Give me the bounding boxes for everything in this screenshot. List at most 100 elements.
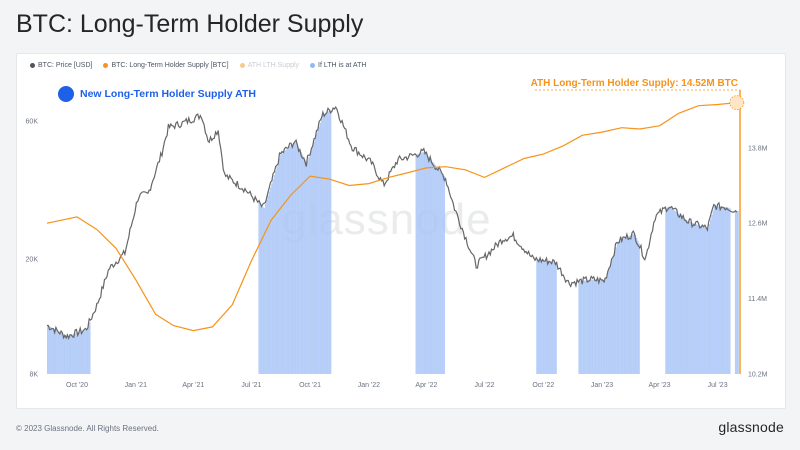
ath-bar: [309, 153, 311, 374]
ath-bar: [607, 271, 610, 374]
legend-label: BTC: Price [USD]: [38, 61, 93, 69]
ath-bar: [610, 263, 612, 374]
ath-bar: [542, 260, 545, 374]
legend-item-ath-supply[interactable]: ATH LTH Supply: [239, 62, 299, 69]
ath-bar: [619, 240, 621, 374]
ath-bar: [597, 280, 599, 374]
ath-bar: [59, 332, 62, 374]
legend-label: BTC: Long-Term Holder Supply [BTC]: [111, 61, 229, 69]
ath-bar: [708, 224, 711, 374]
ath-bar: [428, 157, 430, 374]
ath-bar: [268, 191, 271, 374]
ath-bar: [298, 147, 300, 374]
ath-bar: [679, 214, 681, 374]
ath-bar: [722, 206, 725, 374]
ath-bar: [666, 207, 668, 374]
ath-bar: [589, 279, 592, 374]
ath-bar: [282, 152, 285, 374]
ath-bar: [306, 161, 309, 374]
ath-bar: [416, 153, 419, 374]
ath-annotation: ATH Long-Term Holder Supply: 14.52M BTC: [530, 78, 738, 89]
legend-item-ath-flag[interactable]: If LTH is at ATH: [310, 62, 366, 69]
x-tick-label: Jan '23: [591, 382, 613, 389]
ath-bar: [587, 280, 589, 374]
ath-bar: [537, 259, 539, 374]
ath-bar: [75, 333, 77, 374]
ath-bar: [283, 151, 286, 374]
legend-item-price[interactable]: BTC: Price [USD]: [30, 62, 92, 69]
ath-bar: [260, 205, 263, 374]
ath-bar: [667, 206, 670, 374]
ath-bar: [734, 210, 737, 374]
x-tick-label: Jul '22: [474, 382, 494, 389]
ath-bar: [430, 160, 433, 374]
ath-bar: [675, 211, 677, 374]
ath-bar: [709, 219, 712, 374]
ath-bar: [85, 329, 87, 374]
glassnode-logo: glassnode: [718, 419, 784, 435]
ath-bar: [419, 153, 421, 374]
ath-bar: [665, 208, 667, 374]
ath-bar: [415, 154, 417, 374]
ath-bar: [583, 280, 585, 374]
ath-bar: [713, 206, 716, 374]
ath-bar: [704, 227, 707, 374]
ath-bar: [632, 234, 634, 374]
ath-bar: [437, 168, 439, 374]
ath-bar: [441, 172, 443, 374]
ath-bar: [582, 280, 584, 374]
series-lines-layer: [46, 102, 738, 341]
ath-bar: [287, 147, 290, 374]
ath-bar: [718, 206, 721, 374]
ath-bar: [266, 199, 268, 374]
ath-bar: [424, 152, 426, 374]
y-left-tick-label: 8K: [29, 372, 38, 379]
ath-bar: [588, 279, 591, 374]
ath-bar: [61, 333, 63, 374]
ath-bar: [264, 203, 267, 374]
ath-bar: [271, 183, 273, 374]
ath-bar: [435, 166, 438, 374]
ath-bar: [711, 215, 713, 374]
ath-bar: [727, 207, 730, 374]
page-title: BTC: Long-Term Holder Supply: [16, 10, 364, 38]
ath-bar: [715, 206, 717, 374]
y-left-tick-label: 60K: [26, 119, 39, 126]
ath-bar: [324, 113, 327, 374]
ath-bar: [736, 210, 738, 374]
ath-bar: [699, 225, 702, 374]
ath-badge: New Long-Term Holder Supply ATH: [58, 86, 256, 102]
ath-bar: [278, 158, 281, 374]
ath-bar: [290, 145, 292, 374]
ath-bar: [598, 280, 601, 374]
ath-bar: [80, 331, 82, 374]
ath-bar: [301, 154, 304, 374]
ath-bar: [55, 330, 58, 374]
ath-bar: [601, 280, 603, 374]
ath-bar: [614, 251, 616, 374]
y-right-tick-label: 10.2M: [748, 372, 768, 379]
ath-bar: [725, 207, 727, 374]
ath-bar: [694, 223, 697, 374]
ath-bar: [272, 179, 274, 374]
ath-bar: [702, 226, 704, 374]
ath-bar: [637, 240, 639, 374]
x-tick-label: Apr '21: [182, 382, 204, 389]
ath-bar: [64, 335, 67, 374]
ath-bar: [54, 329, 57, 374]
ath-bar: [671, 208, 674, 374]
legend-item-supply[interactable]: BTC: Long-Term Holder Supply [BTC]: [103, 61, 229, 69]
ath-bar: [672, 209, 675, 374]
ath-bar: [591, 279, 593, 374]
ath-bar: [554, 261, 556, 374]
ath-bar: [76, 332, 78, 374]
ath-bar: [676, 212, 679, 374]
footer-copyright: © 2023 Glassnode. All Rights Reserved.: [16, 424, 159, 433]
ath-bar: [328, 110, 331, 375]
ath-bar: [269, 187, 272, 374]
ath-bar: [84, 330, 86, 374]
axis-ticks-layer: Oct '20 Jan '21 Apr '21 Jul '21 Oct '21 Jan '…: [26, 119, 768, 389]
ath-bar: [578, 281, 580, 374]
ath-bar: [609, 267, 611, 374]
ath-bar: [592, 279, 594, 374]
